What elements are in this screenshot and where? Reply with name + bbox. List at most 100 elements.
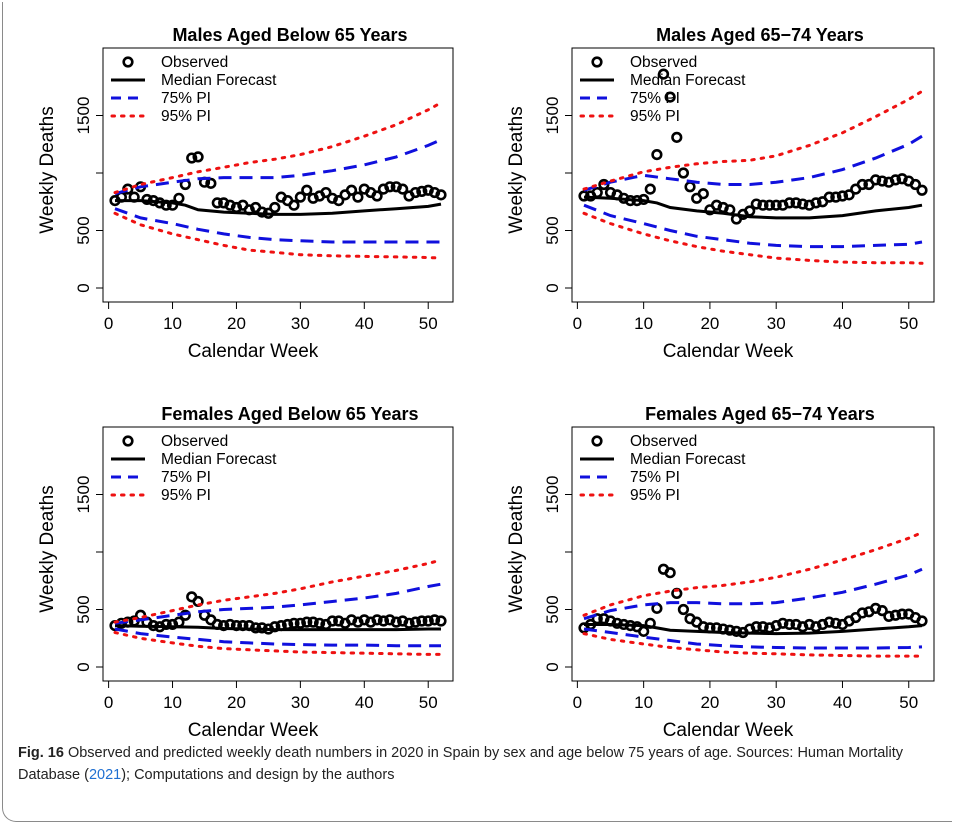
x-tick-label: 30	[767, 314, 786, 333]
y-axis-label: Weekly Deaths	[37, 106, 58, 233]
observed-point	[598, 178, 610, 191]
observed-point	[677, 603, 690, 616]
observed-point	[856, 607, 868, 619]
pi95-line	[113, 631, 443, 656]
y-tick-label: 0	[74, 283, 93, 292]
observed-point	[697, 188, 709, 200]
observed-point	[192, 151, 204, 163]
observed-point	[823, 616, 835, 628]
observed-point	[377, 183, 390, 195]
x-tick-label: 50	[899, 314, 918, 333]
chart-title: Males Aged Below 65 Years	[172, 25, 407, 45]
x-tick-label: 10	[163, 693, 182, 712]
observed-point	[345, 184, 358, 196]
observed-point	[757, 199, 769, 211]
x-axis-label: Calendar Week	[188, 341, 319, 362]
observed-point	[409, 186, 422, 199]
observed-point	[345, 614, 358, 626]
observed-point	[664, 567, 676, 579]
pi75-line	[114, 207, 441, 244]
observed-point	[288, 617, 300, 629]
legend-label: 95% PI	[161, 108, 211, 125]
x-tick-label: 0	[104, 314, 113, 333]
plot-frame	[571, 426, 935, 682]
pi75-line	[583, 567, 923, 621]
caption-reference-link[interactable]: 2021	[88, 767, 122, 783]
observed-point	[823, 191, 835, 203]
x-tick-label: 40	[355, 314, 374, 333]
x-tick-label: 0	[104, 693, 113, 712]
observed-point	[797, 198, 809, 210]
x-tick-label: 10	[634, 314, 653, 333]
observed-point	[377, 615, 390, 627]
pi95-line	[582, 89, 924, 191]
observed-point	[211, 197, 223, 209]
observed-point	[836, 190, 849, 202]
observed-point	[664, 91, 676, 103]
legend-label: Median Forecast	[630, 451, 746, 468]
observed-point	[390, 616, 402, 628]
legend-symbol-observed	[122, 56, 134, 68]
observed-point	[790, 197, 802, 209]
observed-point	[326, 615, 338, 627]
legend-label: Median Forecast	[630, 72, 746, 89]
observed-point	[909, 178, 921, 191]
legend-label: 75% PI	[630, 469, 680, 486]
pi95-line	[113, 211, 443, 260]
observed-point	[916, 615, 928, 627]
plot-frame	[102, 426, 454, 682]
observed-point	[876, 605, 888, 617]
pi95-line	[113, 101, 443, 195]
legend-label: Observed	[161, 54, 228, 71]
y-tick-label: 500	[543, 216, 562, 244]
x-tick-label: 30	[291, 314, 310, 333]
observed-point	[750, 621, 762, 633]
observed-point	[358, 614, 370, 626]
figure-caption: Fig. 16 Observed and predicted weekly de…	[18, 742, 948, 786]
observed-point	[218, 197, 230, 209]
y-tick-label: 0	[543, 662, 562, 671]
observed-point	[750, 198, 762, 210]
x-tick-label: 50	[899, 693, 918, 712]
median-forecast-line	[115, 199, 442, 216]
x-tick-label: 40	[833, 314, 852, 333]
observed-point	[307, 192, 319, 204]
pi95-line	[582, 531, 924, 617]
caption-text-end: ); Computations and design by the author…	[121, 767, 395, 783]
x-tick-label: 50	[419, 314, 438, 333]
observed-point	[173, 192, 185, 204]
median-forecast-line	[583, 195, 923, 220]
observed-point	[307, 616, 319, 628]
legend-label: 95% PI	[630, 487, 680, 504]
y-tick-label: 500	[74, 216, 93, 244]
caption-label: Fig. 16	[18, 745, 64, 761]
legend-label: Median Forecast	[161, 451, 277, 468]
observed-point	[916, 184, 928, 196]
plot-frame	[102, 47, 454, 303]
x-tick-label: 40	[355, 693, 374, 712]
observed-point	[416, 185, 428, 197]
observed-point	[677, 167, 690, 179]
observed-point	[301, 184, 313, 196]
x-tick-label: 10	[634, 693, 653, 712]
observed-point	[160, 618, 172, 631]
legend-symbol-observed	[591, 435, 603, 447]
observed-point	[320, 186, 332, 199]
x-axis-label: Calendar Week	[188, 720, 319, 740]
x-tick-label: 30	[291, 693, 310, 712]
y-tick-label: 0	[543, 283, 562, 292]
observed-point	[352, 191, 364, 203]
observed-point	[371, 614, 383, 626]
legend-label: Observed	[161, 433, 228, 450]
x-tick-label: 10	[163, 314, 182, 333]
chart-title: Males Aged 65−74 Years	[656, 25, 864, 45]
legend-label: Median Forecast	[161, 72, 277, 89]
x-tick-label: 20	[227, 314, 246, 333]
observed-point	[422, 184, 434, 196]
pi75-line	[114, 582, 442, 625]
observed-point	[166, 618, 179, 631]
y-tick-label: 500	[543, 595, 562, 623]
